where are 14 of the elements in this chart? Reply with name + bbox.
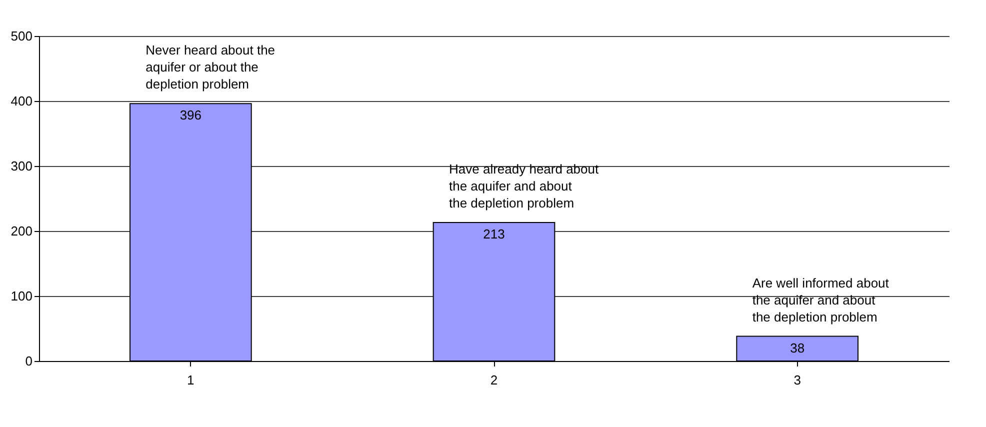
annotation: Never heard about the aquifer or about the depletion problem (146, 42, 276, 92)
annotation: Are well informed about the aquifer and about the depletion problem (752, 275, 890, 324)
x-tick-label: 1 (187, 372, 194, 388)
x-tick-label: 3 (794, 372, 801, 388)
data-label: 38 (790, 340, 805, 356)
data-label: 213 (483, 226, 505, 242)
y-tick-label: 100 (10, 288, 32, 304)
y-tick-label: 0 (25, 354, 32, 368)
y-tick-label: 300 (10, 158, 32, 174)
x-tick-label: 2 (490, 372, 498, 388)
y-tick-label: 500 (10, 28, 32, 44)
data-label: 396 (180, 108, 202, 123)
y-tick-label: 400 (10, 94, 32, 108)
y-tick-label: 200 (10, 224, 32, 238)
